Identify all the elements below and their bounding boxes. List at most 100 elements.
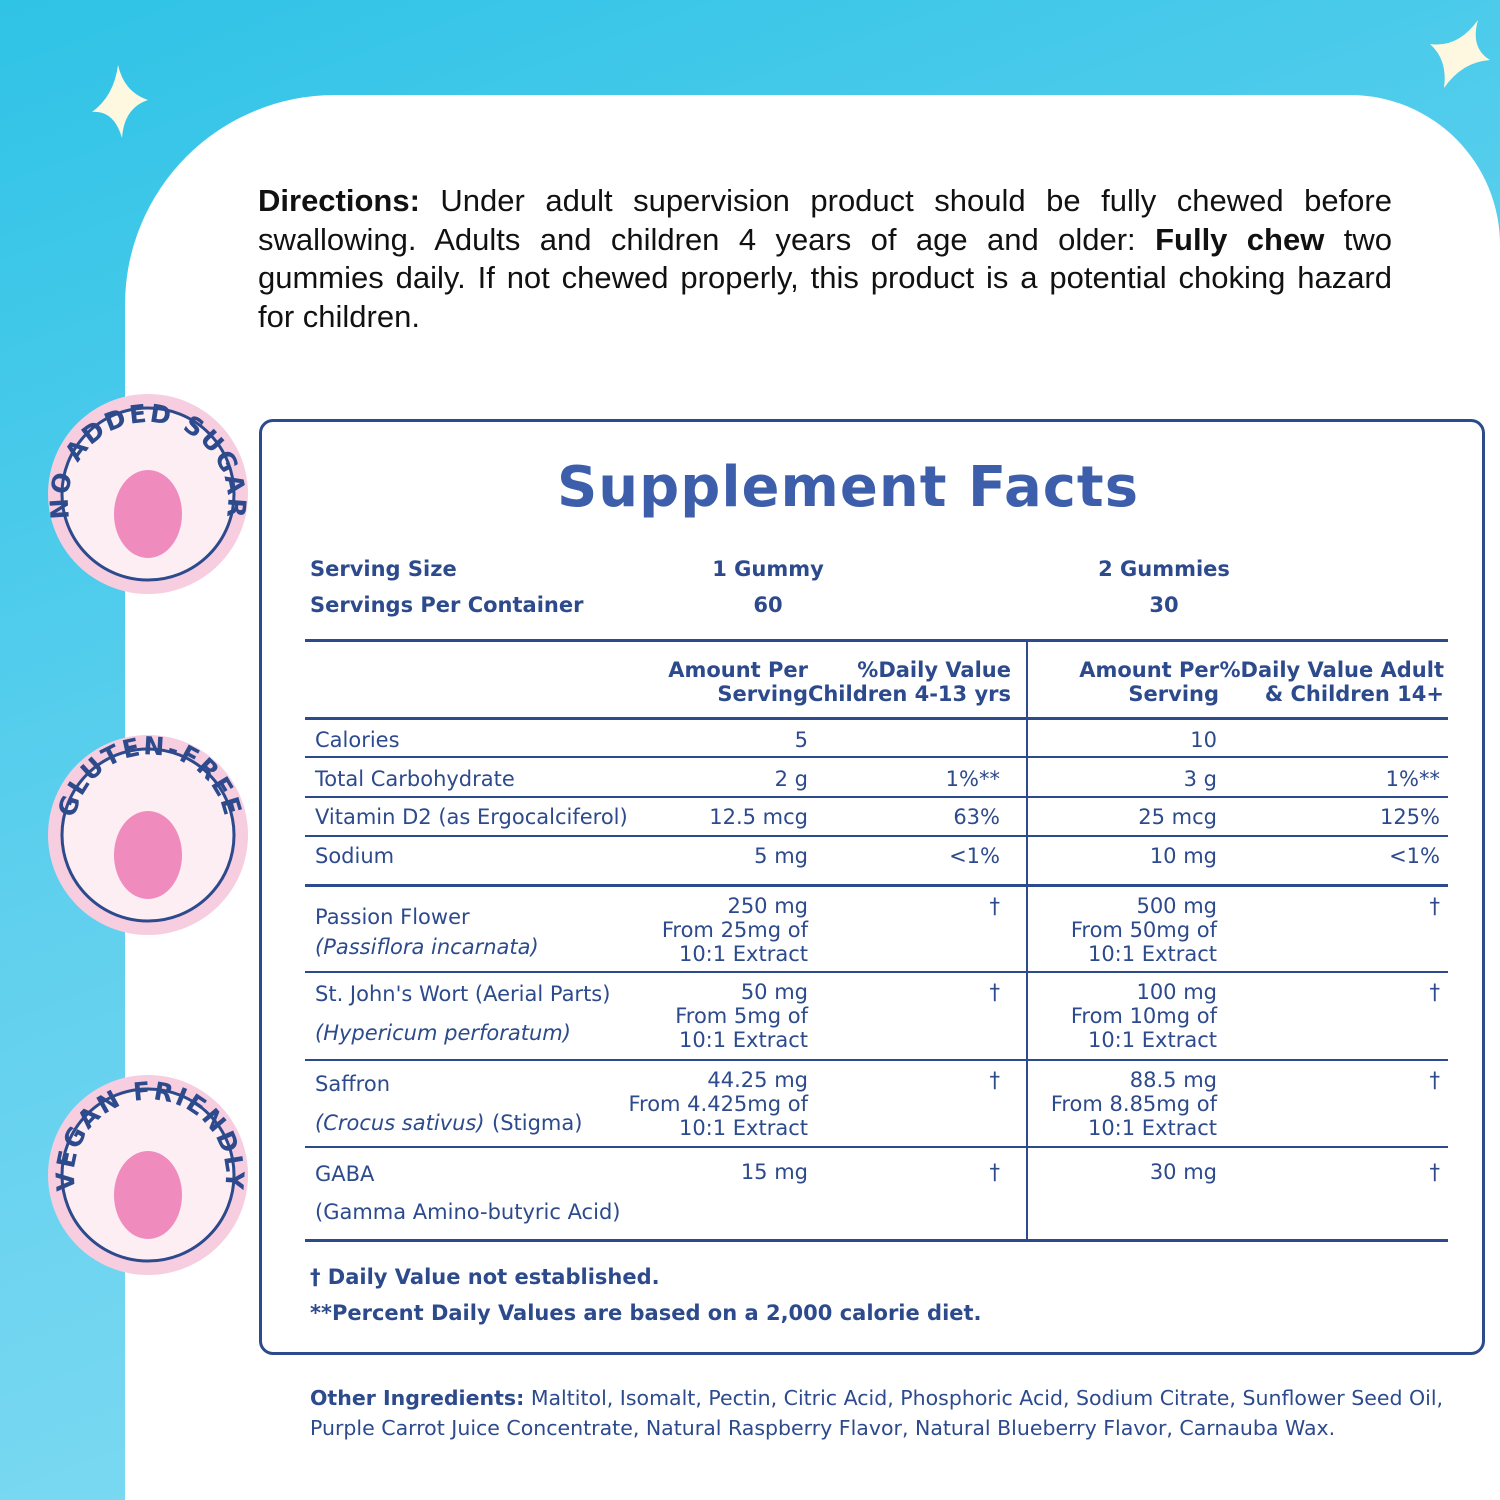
directions-text: Under adult supervision product should b… bbox=[258, 183, 1392, 257]
amount: 30 mg bbox=[1149, 1160, 1217, 1184]
amount: From 10mg of bbox=[1070, 1004, 1217, 1028]
amount: 10 mg bbox=[1149, 844, 1217, 868]
rule bbox=[305, 971, 1448, 973]
directions-bold: Fully chew bbox=[1155, 221, 1325, 257]
amount: 15 mg bbox=[740, 1160, 808, 1184]
serving-label: Servings Per Container bbox=[310, 593, 584, 617]
badge-icon bbox=[114, 811, 182, 899]
daily-value: 125% bbox=[1379, 805, 1440, 829]
directions: Directions: Under adult supervision prod… bbox=[258, 182, 1392, 336]
daily-value: † bbox=[989, 1160, 1001, 1184]
rule bbox=[305, 796, 1448, 798]
column-header: %Daily Value Adult bbox=[1219, 658, 1445, 682]
rule bbox=[305, 639, 1448, 642]
daily-value: † bbox=[989, 980, 1001, 1004]
nutrient-name: GABA bbox=[315, 1162, 375, 1186]
badge-icon bbox=[114, 470, 182, 558]
column-header: Amount Per bbox=[668, 658, 808, 682]
column-header: Serving bbox=[1128, 682, 1219, 706]
nutrient-subname: (Gamma Amino-butyric Acid) bbox=[315, 1200, 621, 1224]
sparkle bbox=[1430, 20, 1490, 88]
amount: 10:1 Extract bbox=[678, 1116, 808, 1140]
amount: 500 mg bbox=[1136, 894, 1217, 918]
daily-value: † bbox=[1429, 980, 1441, 1004]
rule bbox=[305, 1059, 1448, 1061]
amount: 50 mg bbox=[740, 980, 808, 1004]
amount: 10:1 Extract bbox=[678, 942, 808, 966]
nutrient-subname-note: (Stigma) bbox=[492, 1111, 583, 1135]
rule bbox=[305, 1239, 1448, 1242]
other-ingredients-label: Other Ingredients: bbox=[310, 1386, 525, 1410]
amount: 100 mg bbox=[1136, 980, 1217, 1004]
column-header: & Children 14+ bbox=[1264, 682, 1444, 706]
amount: 10:1 Extract bbox=[678, 1028, 808, 1052]
footnote: **Percent Daily Values are based on a 2,… bbox=[310, 1301, 982, 1325]
serving-value: 2 Gummies bbox=[1098, 557, 1230, 581]
daily-value: † bbox=[989, 894, 1001, 918]
amount: 10:1 Extract bbox=[1087, 1028, 1217, 1052]
nutrient-subname: (Crocus sativus) bbox=[315, 1111, 485, 1135]
footnote: † Daily Value not established. bbox=[310, 1265, 660, 1289]
daily-value: 1%** bbox=[1385, 767, 1440, 791]
nutrient-name: St. John's Wort (Aerial Parts) bbox=[315, 982, 611, 1006]
nutrient-name: Passion Flower bbox=[315, 905, 470, 929]
daily-value: † bbox=[989, 1068, 1001, 1092]
directions-text: two gummies daily. If not chewed properl… bbox=[258, 221, 1392, 334]
nutrient-name: Saffron bbox=[315, 1072, 390, 1096]
rule bbox=[305, 756, 1448, 758]
daily-value: <1% bbox=[949, 844, 1000, 868]
rule bbox=[305, 717, 1448, 720]
amount: From 50mg of bbox=[1070, 918, 1217, 942]
column-header: Serving bbox=[717, 682, 808, 706]
serving-label: Serving Size bbox=[310, 557, 457, 581]
amount: 250 mg bbox=[727, 894, 808, 918]
rule bbox=[305, 835, 1448, 837]
amount: From 25mg of bbox=[661, 918, 808, 942]
amount: 2 g bbox=[774, 767, 808, 791]
nutrient-name: Vitamin D2 (as Ergocalciferol) bbox=[315, 805, 628, 829]
amount: 10:1 Extract bbox=[1087, 942, 1217, 966]
supplement-facts-box bbox=[259, 419, 1485, 1355]
amount: From 5mg of bbox=[675, 1004, 808, 1028]
amount: From 4.425mg of bbox=[628, 1092, 808, 1116]
other-ingredients: Other Ingredients: Maltitol, Isomalt, Pe… bbox=[310, 1383, 1470, 1443]
badge-icon bbox=[114, 1151, 182, 1239]
daily-value: 63% bbox=[953, 805, 1000, 829]
amount: 25 mcg bbox=[1138, 805, 1217, 829]
column-header: Amount Per bbox=[1079, 658, 1219, 682]
nutrient-name: Sodium bbox=[315, 844, 395, 868]
amount: 3 g bbox=[1183, 767, 1217, 791]
rule bbox=[305, 884, 1448, 887]
amount: 10 bbox=[1190, 728, 1217, 752]
other-ingredients-text: Maltitol, Isomalt, Pectin, Citric Acid, … bbox=[310, 1386, 1444, 1440]
serving-value: 1 Gummy bbox=[712, 557, 824, 581]
column-divider bbox=[1026, 640, 1028, 1240]
daily-value: 1%** bbox=[945, 767, 1000, 791]
column-header: %Daily Value bbox=[857, 658, 1011, 682]
amount: 5 bbox=[794, 728, 808, 752]
daily-value: † bbox=[1429, 1068, 1441, 1092]
nutrient-name: Total Carbohydrate bbox=[315, 767, 515, 791]
facts-title: Supplement Facts bbox=[556, 455, 1140, 520]
serving-value: 60 bbox=[753, 593, 783, 617]
daily-value: † bbox=[1429, 894, 1441, 918]
amount: 5 mg bbox=[754, 844, 808, 868]
nutrient-subname: (Hypericum perforatum) bbox=[315, 1021, 571, 1045]
column-header: Children 4-13 yrs bbox=[807, 682, 1011, 706]
amount: 10:1 Extract bbox=[1087, 1116, 1217, 1140]
serving-value: 30 bbox=[1149, 593, 1179, 617]
sparkle bbox=[92, 65, 148, 138]
amount: 88.5 mg bbox=[1129, 1068, 1217, 1092]
directions-label: Directions: bbox=[258, 183, 420, 218]
amount: 12.5 mcg bbox=[709, 805, 808, 829]
nutrient-subname: (Passiflora incarnata) bbox=[315, 935, 539, 959]
nutrient-name: Calories bbox=[315, 728, 400, 752]
amount: 44.25 mg bbox=[707, 1068, 808, 1092]
daily-value: <1% bbox=[1389, 844, 1440, 868]
amount: From 8.85mg of bbox=[1050, 1092, 1217, 1116]
daily-value: † bbox=[1429, 1160, 1441, 1184]
rule bbox=[305, 1146, 1448, 1148]
